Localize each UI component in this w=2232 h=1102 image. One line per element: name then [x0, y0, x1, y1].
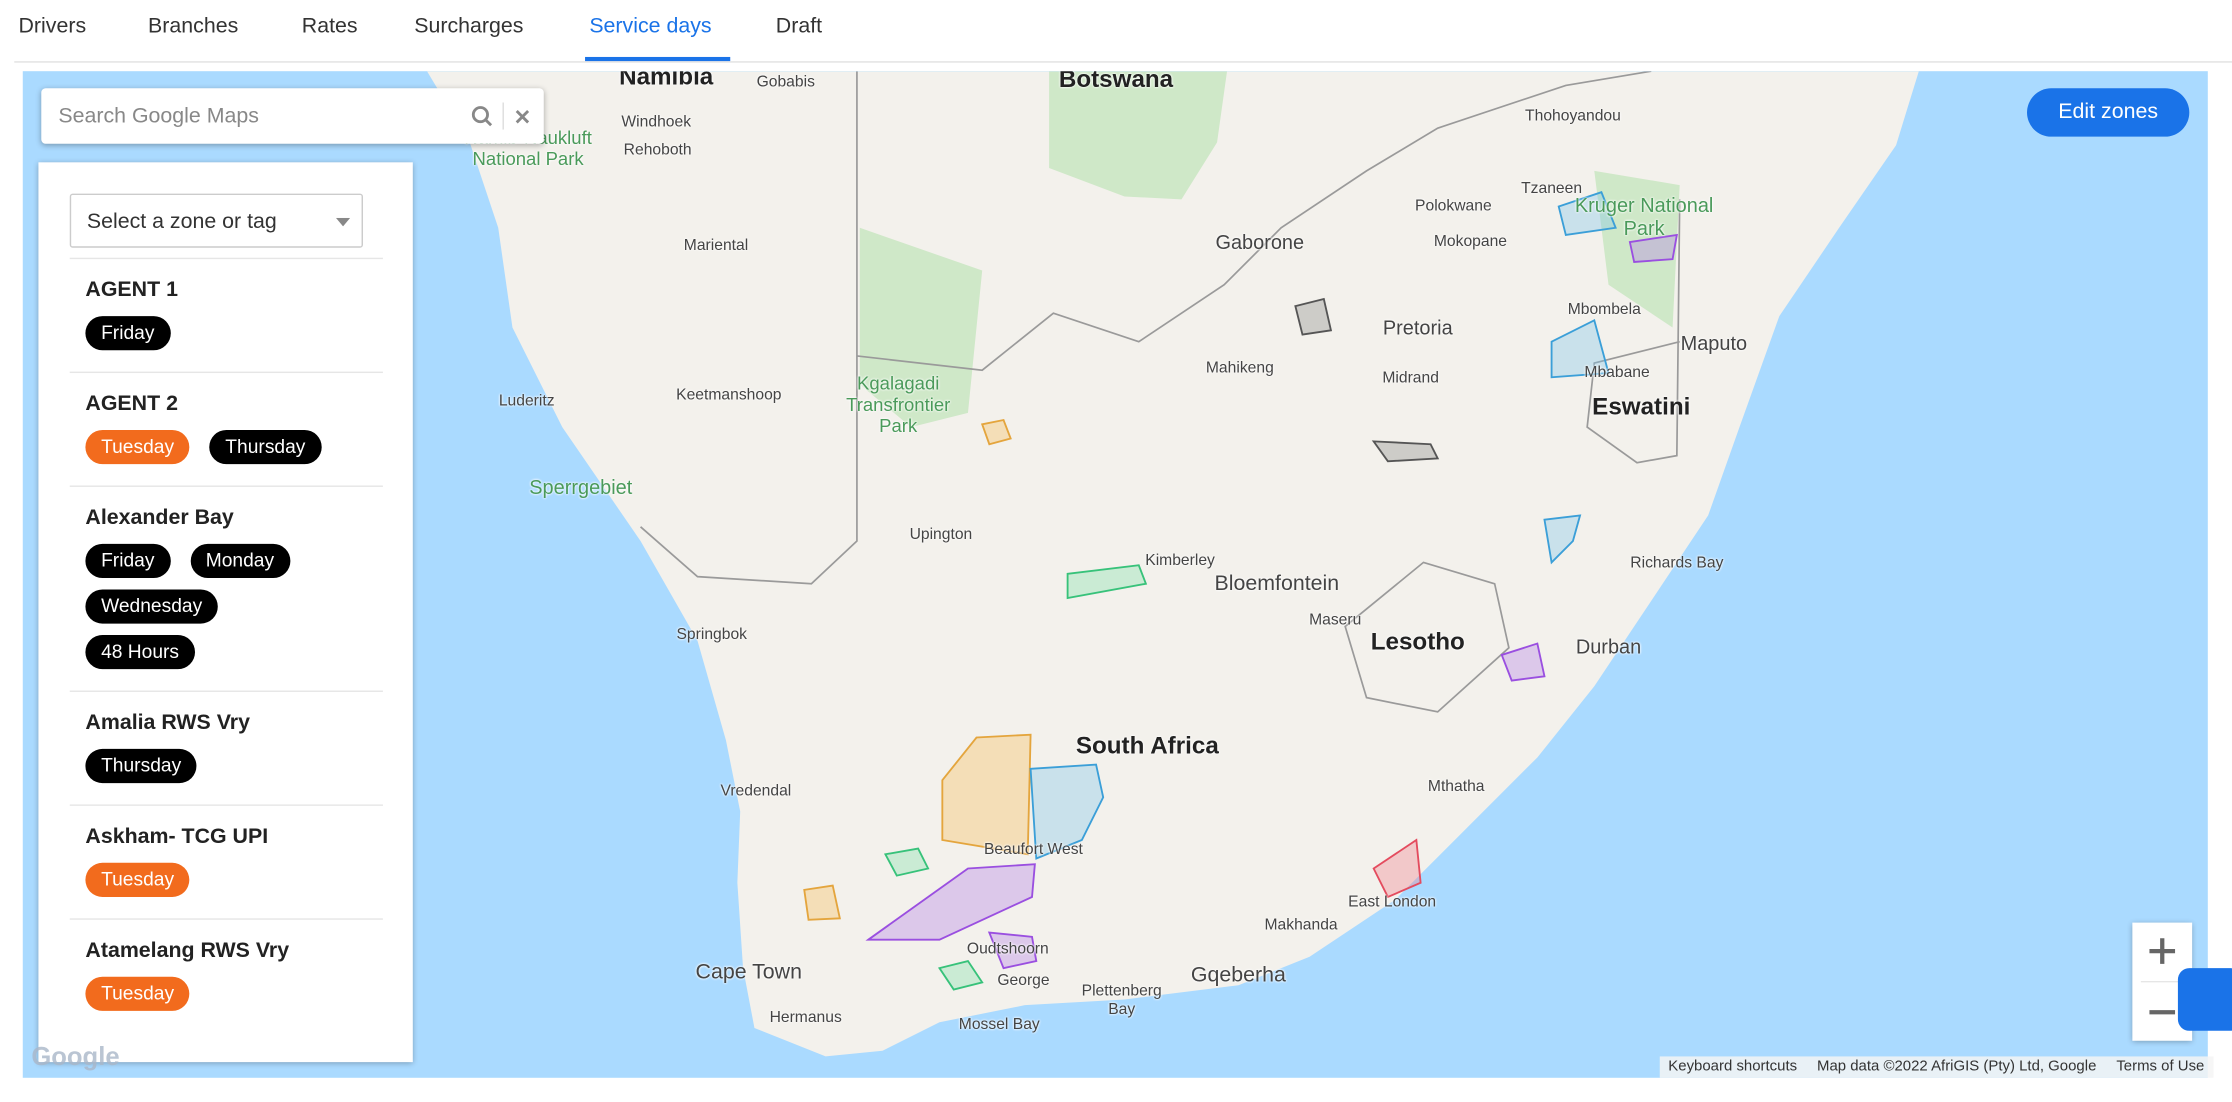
search-box[interactable]: Search Google Maps	[41, 88, 544, 144]
map-label: Vredendal	[720, 782, 792, 800]
map-label: Kgalagadi Transfrontier Park	[846, 372, 951, 437]
day-tag: 48 Hours	[85, 635, 195, 670]
map-label: Pretoria	[1382, 316, 1453, 339]
map-label: Luderitz	[498, 392, 555, 410]
day-tag: Friday	[85, 316, 171, 351]
map-label: Sperrgebiet	[529, 475, 633, 499]
map-label: Beaufort West	[983, 840, 1083, 859]
day-tag: Thursday	[85, 748, 197, 784]
zone-item[interactable]: Amalia RWS Vry Thursday	[69, 690, 383, 805]
map-data: Map data ©2022 AfriGIS (Pty) Ltd, Google	[1817, 1057, 2097, 1075]
tab[interactable]: Service days	[589, 14, 712, 39]
edit-zones-button[interactable]: Edit zones	[2027, 88, 2190, 137]
tag-list: Thursday	[85, 748, 334, 784]
map-label: East London	[1348, 893, 1437, 911]
map-label: Mossel Bay	[958, 1016, 1040, 1034]
map-label: Eswatini	[1592, 393, 1691, 421]
zone-name: AGENT 1	[85, 277, 178, 302]
map-label: Gobabis	[756, 73, 815, 91]
map-label: Maputo	[1680, 331, 1748, 355]
day-tag: Monday	[190, 543, 290, 579]
zone-select[interactable]: Select a zone or tag	[69, 193, 363, 248]
active-tab-underline	[585, 56, 731, 62]
tag-list: Tuesday Thursday	[85, 429, 334, 465]
zone-item[interactable]: Askham- TCG UPI Tuesday	[69, 804, 383, 918]
map-label: Midrand	[1382, 369, 1439, 387]
map-label: Durban	[1575, 634, 1642, 658]
map-label: Mbabane	[1584, 364, 1650, 382]
day-tag: Friday	[85, 543, 171, 579]
map-label: Plettenberg Bay	[1081, 982, 1162, 1018]
chat-button[interactable]	[2177, 968, 2232, 1031]
tab[interactable]: Surcharges	[414, 14, 524, 39]
map-label: Kruger National Park	[1574, 193, 1714, 240]
day-tag: Tuesday	[85, 976, 190, 1011]
zone-item[interactable]: AGENT 2 Tuesday Thursday	[69, 371, 383, 486]
day-tag: Tuesday	[85, 862, 190, 897]
map-label: Mokopane	[1433, 233, 1508, 251]
map-graphics	[427, 71, 1919, 1057]
zone-name: Amalia RWS Vry	[85, 710, 250, 735]
attribution: Keyboard shortcuts Map data ©2022 AfriGI…	[1659, 1056, 2213, 1078]
map-label: Polokwane	[1415, 197, 1492, 215]
map-label: Mahikeng	[1205, 359, 1274, 377]
map-label: Keetmanshoop	[676, 386, 782, 404]
terms[interactable]: Terms of Use	[2116, 1057, 2205, 1075]
zone-name: Alexander Bay	[85, 505, 234, 530]
keyboard-shortcuts[interactable]: Keyboard shortcuts	[1668, 1057, 1798, 1075]
select-placeholder: Select a zone or tag	[86, 209, 277, 234]
divider	[14, 61, 2232, 63]
map-label: Springbok	[676, 626, 747, 644]
map-label: South Africa	[1075, 732, 1219, 760]
zone-name: Askham- TCG UPI	[85, 824, 269, 849]
zoom-in[interactable]	[2149, 938, 2176, 964]
zone-panel: Select a zone or tag AGENT 1 Friday AGENT …	[38, 162, 413, 1063]
map-label: Rehoboth	[623, 141, 692, 160]
map-label: Gqeberha	[1190, 963, 1286, 988]
map-label: Bloemfontein	[1214, 571, 1340, 596]
map-label: Thohoyandou	[1525, 107, 1621, 125]
map-label: Richards Bay	[1630, 554, 1724, 572]
tab[interactable]: Branches	[148, 14, 239, 39]
search-icon[interactable]	[471, 105, 494, 128]
tag-list: Tuesday	[85, 976, 334, 1011]
map-label: Botswana	[1058, 71, 1174, 93]
map-label: Oudtshoorn	[966, 940, 1049, 958]
zone-item[interactable]: AGENT 1 Friday	[69, 257, 383, 372]
map-label: Cape Town	[695, 960, 802, 985]
search-placeholder: Search Google Maps	[58, 103, 259, 129]
map-label: Makhanda	[1264, 916, 1338, 934]
zone-name: Atamelang RWS Vry	[85, 938, 290, 963]
map-label: Lesotho	[1370, 628, 1465, 656]
map-label: George	[997, 971, 1050, 990]
zone-item[interactable]: Atamelang RWS Vry Tuesday	[69, 918, 383, 1032]
map-label: Mbombela	[1567, 301, 1641, 319]
clear-icon[interactable]	[515, 110, 530, 124]
google-logo: Google	[31, 1042, 120, 1071]
map-label: Maseru	[1309, 611, 1362, 629]
tag-list: Tuesday	[85, 862, 334, 897]
tag-list: Friday Monday Wednesday 48 Hours	[85, 543, 334, 670]
zone-item[interactable]: Alexander Bay Friday Monday Wednesday 48 Hou…	[69, 485, 383, 691]
day-tag: Thursday	[209, 429, 322, 465]
tab[interactable]: Draft	[775, 14, 823, 39]
map-label: Tzaneen	[1521, 180, 1583, 198]
map-label: Hermanus	[769, 1008, 842, 1027]
day-tag: Tuesday	[85, 429, 190, 465]
tag-list: Friday	[85, 316, 334, 351]
map-label: Windhoek	[621, 113, 692, 131]
map-label: Namibia	[619, 71, 714, 91]
map-label: Gaborone	[1215, 230, 1305, 254]
zone-name: AGENT 2	[85, 391, 178, 416]
map-label: Mthatha	[1427, 778, 1485, 796]
map-label: Upington	[909, 526, 973, 544]
map-label: Mariental	[683, 237, 749, 255]
tab[interactable]: Drivers	[18, 14, 87, 39]
day-tag: Wednesday	[85, 589, 218, 624]
tab[interactable]: Rates	[301, 14, 358, 39]
map-label: Kimberley	[1145, 551, 1215, 570]
